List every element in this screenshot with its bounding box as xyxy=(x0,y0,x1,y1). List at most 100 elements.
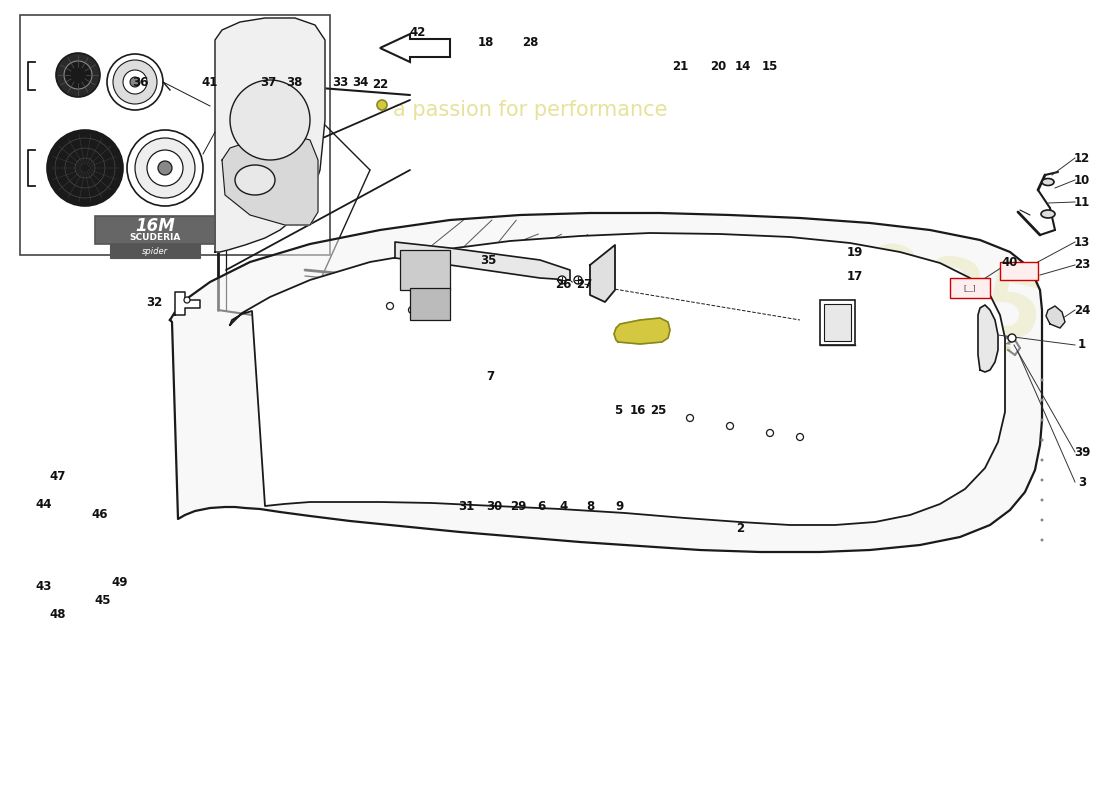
Text: a passion for performance: a passion for performance xyxy=(393,100,668,120)
Text: 7: 7 xyxy=(486,370,494,383)
Polygon shape xyxy=(214,18,324,252)
Circle shape xyxy=(130,77,140,87)
Text: 26: 26 xyxy=(554,278,571,291)
Text: 44: 44 xyxy=(35,498,53,511)
Text: 32: 32 xyxy=(146,295,162,309)
Circle shape xyxy=(147,150,183,186)
Text: 23: 23 xyxy=(1074,258,1090,271)
Text: 47: 47 xyxy=(50,470,66,483)
Polygon shape xyxy=(170,213,1042,552)
Circle shape xyxy=(1041,418,1044,422)
Text: 14: 14 xyxy=(735,61,751,74)
Bar xyxy=(400,250,450,290)
Text: 43: 43 xyxy=(36,581,52,594)
Circle shape xyxy=(1041,498,1044,502)
Circle shape xyxy=(558,276,566,284)
Text: 10: 10 xyxy=(1074,174,1090,186)
Polygon shape xyxy=(978,305,998,372)
Bar xyxy=(820,300,855,345)
Polygon shape xyxy=(1046,306,1065,328)
Text: 5: 5 xyxy=(614,403,623,417)
Text: [__]: [__] xyxy=(964,285,977,291)
Text: 9: 9 xyxy=(615,501,623,514)
Circle shape xyxy=(56,53,100,97)
Ellipse shape xyxy=(1041,210,1055,218)
Text: 49: 49 xyxy=(112,575,129,589)
Circle shape xyxy=(574,276,582,284)
Text: 13: 13 xyxy=(1074,235,1090,249)
Circle shape xyxy=(64,61,92,89)
Text: 8: 8 xyxy=(586,501,594,514)
Bar xyxy=(950,278,990,298)
FancyArrow shape xyxy=(379,34,450,62)
Polygon shape xyxy=(175,292,200,315)
Text: es: es xyxy=(684,239,996,501)
Text: 22: 22 xyxy=(372,78,388,91)
Text: 085: 085 xyxy=(849,238,1052,362)
Text: 41: 41 xyxy=(201,75,218,89)
Circle shape xyxy=(1041,378,1044,382)
Text: spider: spider xyxy=(142,246,168,255)
Text: 12: 12 xyxy=(1074,151,1090,165)
Circle shape xyxy=(686,414,693,422)
Text: 1: 1 xyxy=(1078,338,1086,351)
Text: 45: 45 xyxy=(95,594,111,606)
Circle shape xyxy=(47,130,123,206)
Text: 6: 6 xyxy=(537,501,546,514)
Text: 31: 31 xyxy=(458,501,474,514)
Text: 16: 16 xyxy=(630,403,646,417)
Polygon shape xyxy=(395,242,570,280)
Text: 35: 35 xyxy=(480,254,496,266)
Bar xyxy=(824,304,851,341)
Bar xyxy=(20,15,330,255)
Circle shape xyxy=(113,60,157,104)
Polygon shape xyxy=(222,135,318,225)
Polygon shape xyxy=(614,318,670,344)
Circle shape xyxy=(1041,538,1044,542)
Text: 29: 29 xyxy=(509,501,526,514)
Circle shape xyxy=(767,430,773,437)
Circle shape xyxy=(408,306,416,314)
Circle shape xyxy=(158,161,172,175)
Circle shape xyxy=(1041,398,1044,402)
FancyBboxPatch shape xyxy=(95,216,214,244)
Text: 38: 38 xyxy=(286,75,302,89)
Circle shape xyxy=(135,138,195,198)
Text: 33: 33 xyxy=(332,75,348,89)
Bar xyxy=(1000,262,1038,280)
Text: 11: 11 xyxy=(1074,195,1090,209)
Text: 40: 40 xyxy=(1002,255,1019,269)
Text: 2: 2 xyxy=(736,522,744,534)
Text: 34: 34 xyxy=(352,75,368,89)
Bar xyxy=(410,288,450,320)
Text: 18: 18 xyxy=(477,35,494,49)
Circle shape xyxy=(1041,458,1044,462)
Text: 36: 36 xyxy=(132,75,148,89)
Text: 24: 24 xyxy=(1074,303,1090,317)
Text: 28: 28 xyxy=(521,35,538,49)
FancyBboxPatch shape xyxy=(110,244,200,258)
Circle shape xyxy=(184,297,190,303)
Circle shape xyxy=(1041,438,1044,442)
Ellipse shape xyxy=(230,80,310,160)
Text: 4: 4 xyxy=(560,501,568,514)
Text: 17: 17 xyxy=(847,270,864,283)
Text: 19: 19 xyxy=(847,246,864,258)
Text: 39: 39 xyxy=(1074,446,1090,458)
Circle shape xyxy=(386,302,394,310)
Circle shape xyxy=(107,54,163,110)
Text: 27: 27 xyxy=(576,278,592,291)
Circle shape xyxy=(1041,478,1044,482)
Ellipse shape xyxy=(235,165,275,195)
Text: 25: 25 xyxy=(650,403,667,417)
Circle shape xyxy=(726,422,734,430)
Circle shape xyxy=(377,100,387,110)
Text: 15: 15 xyxy=(762,61,778,74)
Text: 21: 21 xyxy=(672,61,689,74)
Text: 37: 37 xyxy=(260,75,276,89)
Text: 42: 42 xyxy=(410,26,426,38)
Text: 30: 30 xyxy=(486,501,502,514)
Circle shape xyxy=(1008,334,1016,342)
Polygon shape xyxy=(590,245,615,302)
Circle shape xyxy=(796,434,803,441)
